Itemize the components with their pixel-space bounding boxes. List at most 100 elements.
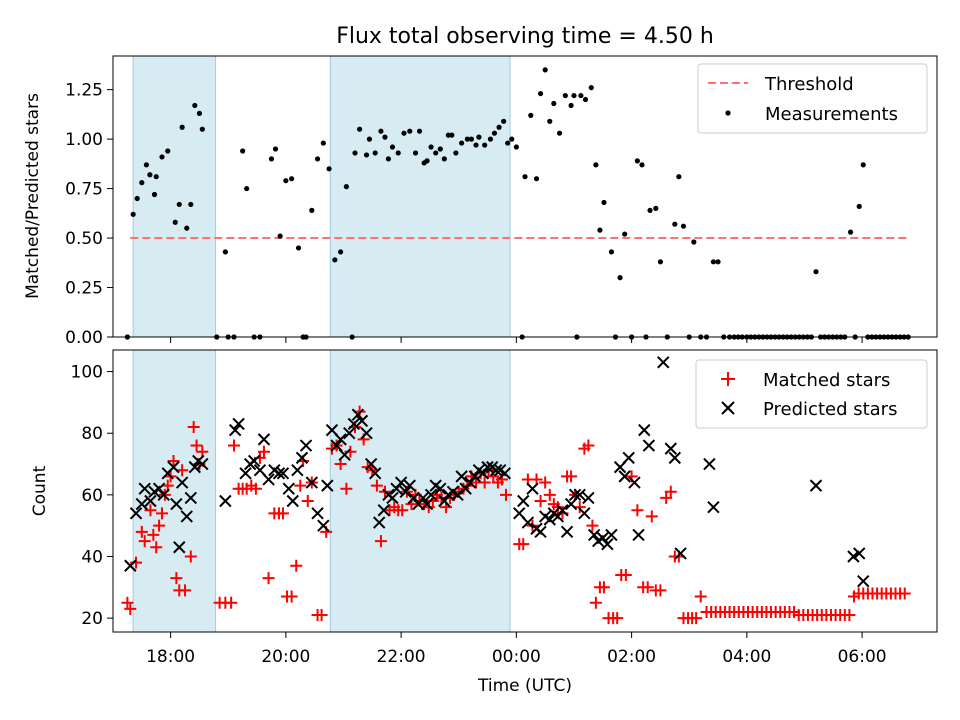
predicted-star-point bbox=[638, 423, 651, 437]
matched-star-point bbox=[645, 510, 658, 523]
x-tick-label: 02:00 bbox=[607, 647, 656, 667]
predicted-star-point bbox=[526, 482, 539, 495]
measurement-point bbox=[622, 231, 628, 237]
predicted-star-point bbox=[573, 488, 586, 502]
predicted-star-point bbox=[351, 408, 365, 421]
matched-star-point bbox=[187, 421, 200, 434]
predicted-star-point bbox=[364, 457, 378, 471]
matched-star-point bbox=[543, 488, 556, 501]
predicted-star-point bbox=[373, 516, 386, 529]
measurement-point bbox=[385, 156, 392, 162]
x-tick-label: 20:00 bbox=[261, 647, 310, 667]
measurement-point bbox=[165, 148, 171, 154]
measurement-point bbox=[424, 158, 430, 164]
measurement-point bbox=[571, 92, 577, 99]
y-tick-label: 0.75 bbox=[65, 180, 103, 200]
y-tick-label: 80 bbox=[81, 424, 103, 444]
measurement-point bbox=[412, 150, 419, 156]
measurement-point bbox=[179, 124, 185, 130]
measurement-point bbox=[522, 174, 528, 180]
measurement-point bbox=[582, 96, 589, 103]
predicted-star-point bbox=[188, 460, 202, 474]
measurement-point bbox=[691, 239, 697, 245]
matched-star-point bbox=[290, 559, 303, 572]
measurement-point bbox=[407, 128, 413, 134]
measurement-point bbox=[153, 174, 159, 180]
predicted-star-point bbox=[857, 574, 870, 588]
matched-star-point bbox=[257, 445, 270, 458]
predicted-star-point bbox=[232, 417, 245, 431]
predicted-star-point bbox=[291, 463, 304, 477]
matched-star-point bbox=[690, 612, 703, 625]
predicted-star-point bbox=[703, 457, 716, 471]
measurement-point bbox=[578, 92, 584, 99]
bottom-x-axis-ticks: 18:00 20:00 22:00 00:00 02:00 04:00 06:00 bbox=[146, 632, 887, 667]
predicted-star-point bbox=[657, 356, 670, 369]
bottom-legend-box bbox=[695, 359, 928, 429]
measurement-point bbox=[277, 233, 283, 239]
measurement-point bbox=[551, 100, 557, 107]
matched-star-point bbox=[190, 439, 203, 452]
matched-star-point bbox=[654, 584, 667, 597]
matched-star-point bbox=[370, 479, 383, 492]
predicted-star-point bbox=[596, 531, 609, 545]
measurement-point bbox=[172, 219, 178, 225]
matched-star-point bbox=[150, 541, 163, 554]
matched-star-point bbox=[843, 609, 856, 622]
measurement-point bbox=[134, 195, 140, 202]
measurement-point bbox=[533, 176, 540, 182]
matched-star-point bbox=[144, 504, 157, 517]
measurement-point bbox=[366, 136, 373, 142]
predicted-star-point bbox=[674, 547, 687, 560]
legend-threshold-label: Threshold bbox=[764, 74, 854, 95]
matched-star-point bbox=[589, 596, 602, 609]
predicted-star-point bbox=[642, 439, 656, 452]
predicted-star-point bbox=[219, 494, 232, 508]
matched-star-point bbox=[664, 485, 677, 498]
predicted-star-point bbox=[135, 497, 149, 511]
predicted-star-point bbox=[664, 442, 677, 455]
predicted-star-point bbox=[605, 528, 618, 542]
predicted-star-point bbox=[157, 488, 170, 502]
measurement-point bbox=[289, 176, 295, 182]
bottom-x-axis-label: Time (UTC) bbox=[477, 676, 572, 696]
predicted-stars-points bbox=[124, 356, 870, 588]
matched-star-point bbox=[249, 482, 262, 495]
measurement-point bbox=[395, 150, 401, 156]
predicted-star-point bbox=[152, 482, 166, 495]
measurement-point bbox=[240, 148, 246, 154]
measurement-point bbox=[184, 225, 190, 231]
measurement-point bbox=[139, 180, 145, 186]
y-tick-label: 60 bbox=[81, 486, 103, 506]
measurement-point bbox=[343, 184, 349, 190]
predicted-star-point bbox=[360, 427, 373, 440]
measurement-point bbox=[352, 150, 358, 156]
measurement-point bbox=[496, 124, 502, 130]
measurement-point bbox=[847, 229, 854, 235]
x-tick-label: 06:00 bbox=[838, 647, 887, 667]
measurement-point bbox=[320, 140, 326, 146]
top-panel: 0.00 0.25 0.50 0.75 1.00 1.25 Matched/Predict… bbox=[23, 55, 938, 348]
measurement-point bbox=[464, 136, 470, 142]
predicted-star-point bbox=[282, 482, 295, 495]
matched-star-point bbox=[534, 495, 547, 508]
measurement-point bbox=[382, 134, 388, 140]
predicted-star-point bbox=[587, 528, 601, 542]
predicted-star-point bbox=[175, 476, 189, 489]
predicted-star-point bbox=[305, 476, 319, 489]
measurement-point bbox=[468, 136, 475, 142]
measurement-point bbox=[473, 142, 479, 148]
measurement-point bbox=[449, 132, 455, 138]
predicted-star-point bbox=[459, 482, 472, 495]
predicted-star-point bbox=[144, 494, 157, 508]
predicted-star-point bbox=[295, 451, 309, 465]
predicted-star-point bbox=[521, 516, 535, 529]
predicted-star-point bbox=[517, 494, 530, 508]
predicted-star-point bbox=[343, 427, 356, 440]
predicted-star-point bbox=[618, 470, 631, 483]
legend-matched-swatch bbox=[721, 372, 735, 386]
x-tick-label: 18:00 bbox=[146, 647, 195, 667]
measurement-point bbox=[326, 166, 332, 172]
matched-star-point bbox=[262, 572, 275, 585]
measurement-point bbox=[657, 259, 664, 265]
